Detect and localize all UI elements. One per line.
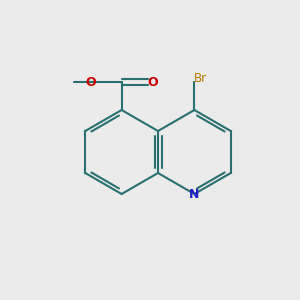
Text: O: O bbox=[147, 76, 158, 88]
Text: Br: Br bbox=[194, 73, 208, 85]
Text: O: O bbox=[85, 76, 96, 88]
Text: N: N bbox=[189, 188, 200, 200]
